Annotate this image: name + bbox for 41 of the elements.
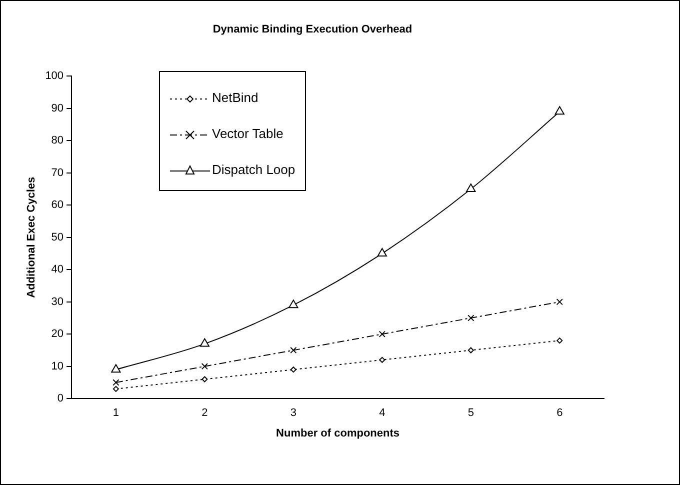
legend-label: NetBind	[212, 90, 258, 105]
y-tick-label: 90	[51, 102, 64, 114]
x-axis-title: Number of components	[276, 427, 400, 440]
x-tick-label: 2	[202, 407, 208, 420]
point	[556, 298, 563, 306]
y-tick-label: 100	[45, 70, 64, 82]
point	[468, 347, 474, 354]
point	[379, 356, 386, 363]
point	[288, 300, 298, 308]
y-tick-label: 10	[51, 360, 64, 372]
y-tick-label: 70	[51, 166, 64, 179]
point	[556, 338, 563, 344]
legend-label: Vector Table	[212, 126, 284, 141]
point	[112, 379, 120, 386]
y-tick-label: 80	[51, 134, 64, 147]
point	[200, 338, 210, 347]
y-tick-label: 50	[51, 231, 64, 244]
point	[466, 184, 476, 192]
point	[290, 346, 297, 354]
point	[378, 330, 386, 338]
point	[202, 376, 208, 382]
y-tick-label: 0	[57, 392, 64, 405]
x-tick-label: 6	[556, 407, 563, 420]
x-tick-label: 5	[468, 407, 474, 420]
y-tick-label: 60	[51, 199, 64, 212]
x-tick-label: 3	[290, 407, 296, 420]
y-tick-label: 30	[51, 296, 64, 308]
x-tick-label: 1	[112, 407, 119, 420]
y-axis-title: Additional Exec Cycles	[26, 176, 38, 298]
chart-title: Dynamic Binding Execution Overhead	[212, 24, 412, 36]
y-tick-label: 40	[51, 264, 64, 276]
point	[112, 386, 119, 392]
legend-label: Dispatch Loop	[212, 162, 296, 177]
point	[377, 248, 387, 257]
point	[554, 106, 564, 115]
point	[290, 366, 296, 373]
x-tick-label: 4	[379, 407, 386, 420]
point	[468, 314, 474, 322]
point	[111, 364, 121, 373]
y-tick-label: 20	[51, 328, 64, 340]
point	[201, 363, 208, 370]
